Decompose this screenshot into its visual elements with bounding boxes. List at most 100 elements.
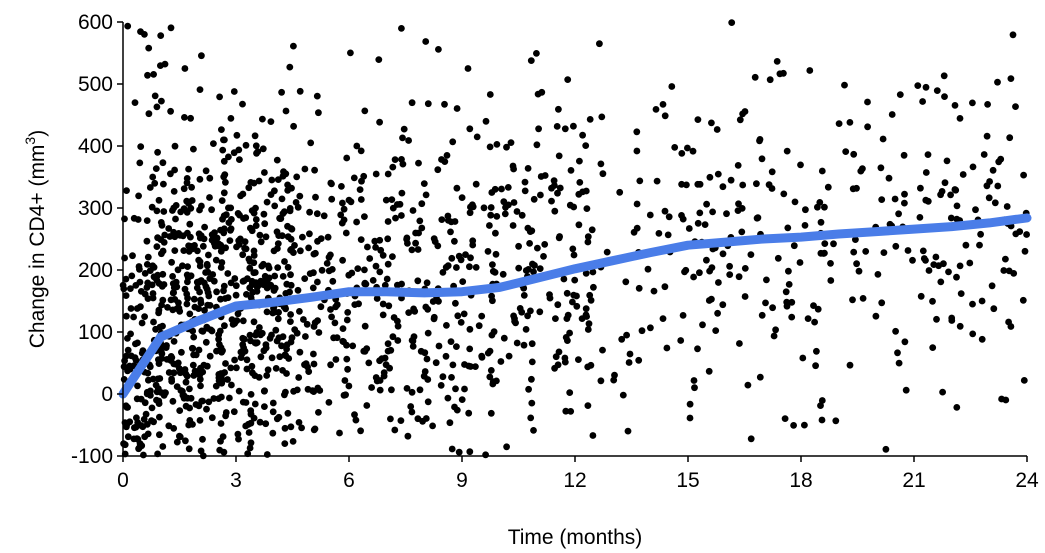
scatter-point — [520, 341, 528, 349]
scatter-point — [467, 254, 474, 262]
scatter-point — [530, 427, 537, 434]
scatter-point — [410, 333, 418, 341]
scatter-point — [158, 97, 165, 105]
scatter-point — [758, 155, 766, 163]
scatter-point — [741, 293, 749, 300]
scatter-point — [551, 182, 558, 189]
scatter-point — [225, 153, 232, 161]
scatter-point — [922, 257, 929, 264]
scatter-point — [186, 220, 194, 228]
scatter-point — [418, 224, 426, 232]
scatter-point — [453, 105, 461, 112]
scatter-point — [133, 305, 141, 312]
scatter-point — [585, 320, 593, 328]
scatter-point — [487, 409, 495, 417]
scatter-point — [392, 214, 399, 222]
scatter-point — [443, 322, 450, 329]
scatter-point — [154, 234, 162, 242]
scatter-point — [254, 148, 262, 156]
scatter-point — [287, 423, 295, 431]
scatter-point — [393, 201, 401, 208]
scatter-point — [131, 424, 138, 432]
scatter-point — [487, 367, 495, 374]
scatter-point — [678, 150, 686, 157]
scatter-point — [398, 156, 405, 163]
scatter-point — [256, 231, 264, 239]
scatter-point — [171, 233, 179, 241]
scatter-point — [493, 377, 500, 385]
scatter-point — [201, 223, 209, 231]
scatter-point — [306, 270, 314, 277]
scatter-point — [250, 318, 258, 326]
scatter-point — [386, 364, 393, 372]
scatter-point — [962, 241, 970, 249]
scatter-point — [361, 107, 369, 115]
y-tick-label: 200 — [78, 259, 113, 282]
scatter-point — [489, 297, 496, 305]
scatter-point — [389, 163, 397, 171]
scatter-point — [509, 222, 517, 229]
scatter-point — [801, 222, 809, 229]
scatter-point — [372, 170, 380, 178]
scatter-point — [449, 361, 457, 369]
trend-line — [118, 213, 1032, 399]
scatter-point — [155, 196, 163, 204]
scatter-point — [281, 424, 289, 432]
scatter-point — [263, 198, 271, 206]
scatter-point — [818, 167, 826, 175]
scatter-point — [284, 263, 292, 271]
scatter-point — [521, 178, 529, 186]
scatter-point — [528, 399, 536, 407]
scatter-point — [264, 366, 272, 374]
scatter-point — [122, 292, 130, 299]
scatter-point — [315, 329, 323, 336]
scatter-point — [466, 448, 474, 456]
scatter-point — [220, 157, 228, 165]
y-tick-label: 600 — [78, 11, 113, 34]
scatter-point — [376, 236, 384, 244]
scatter-point — [144, 369, 152, 377]
scatter-point — [536, 308, 544, 316]
scatter-point — [653, 177, 661, 185]
scatter-point — [571, 276, 579, 284]
scatter-point — [262, 344, 270, 352]
scatter-point — [541, 172, 549, 179]
scatter-point — [159, 296, 167, 304]
scatter-point — [340, 216, 348, 224]
scatter-point — [948, 314, 956, 322]
scatter-point — [527, 307, 534, 315]
scatter-point — [372, 244, 379, 251]
scatter-point — [278, 232, 286, 240]
scatter-point — [841, 81, 848, 89]
scatter-point — [167, 24, 175, 32]
scatter-point — [472, 264, 480, 271]
scatter-point — [281, 440, 289, 447]
scatter-point — [582, 142, 590, 150]
scatter-point — [318, 266, 326, 274]
scatter-point — [736, 340, 743, 347]
scatter-point — [527, 57, 535, 64]
scatter-point — [570, 122, 577, 130]
scatter-point — [290, 122, 297, 130]
scatter-point — [217, 264, 225, 271]
scatter-point — [133, 414, 140, 422]
tick-marks — [117, 21, 1028, 462]
scatter-point — [422, 38, 430, 45]
scatter-point — [694, 345, 701, 353]
scatter-point — [210, 140, 217, 148]
scatter-point — [1007, 75, 1015, 82]
scatter-point — [217, 295, 224, 303]
scatter-point — [149, 262, 157, 270]
scatter-point — [154, 375, 162, 383]
scatter-point — [416, 386, 424, 394]
scatter-point — [196, 86, 204, 93]
scatter-point — [978, 335, 986, 343]
scatter-point — [686, 400, 694, 408]
scatter-point — [306, 230, 313, 238]
scatter-point — [218, 259, 226, 266]
scatter-point — [723, 210, 730, 218]
scatter-point — [124, 22, 132, 30]
scatter-point — [385, 302, 393, 310]
scatter-point — [228, 381, 235, 389]
scatter-point — [231, 356, 239, 364]
